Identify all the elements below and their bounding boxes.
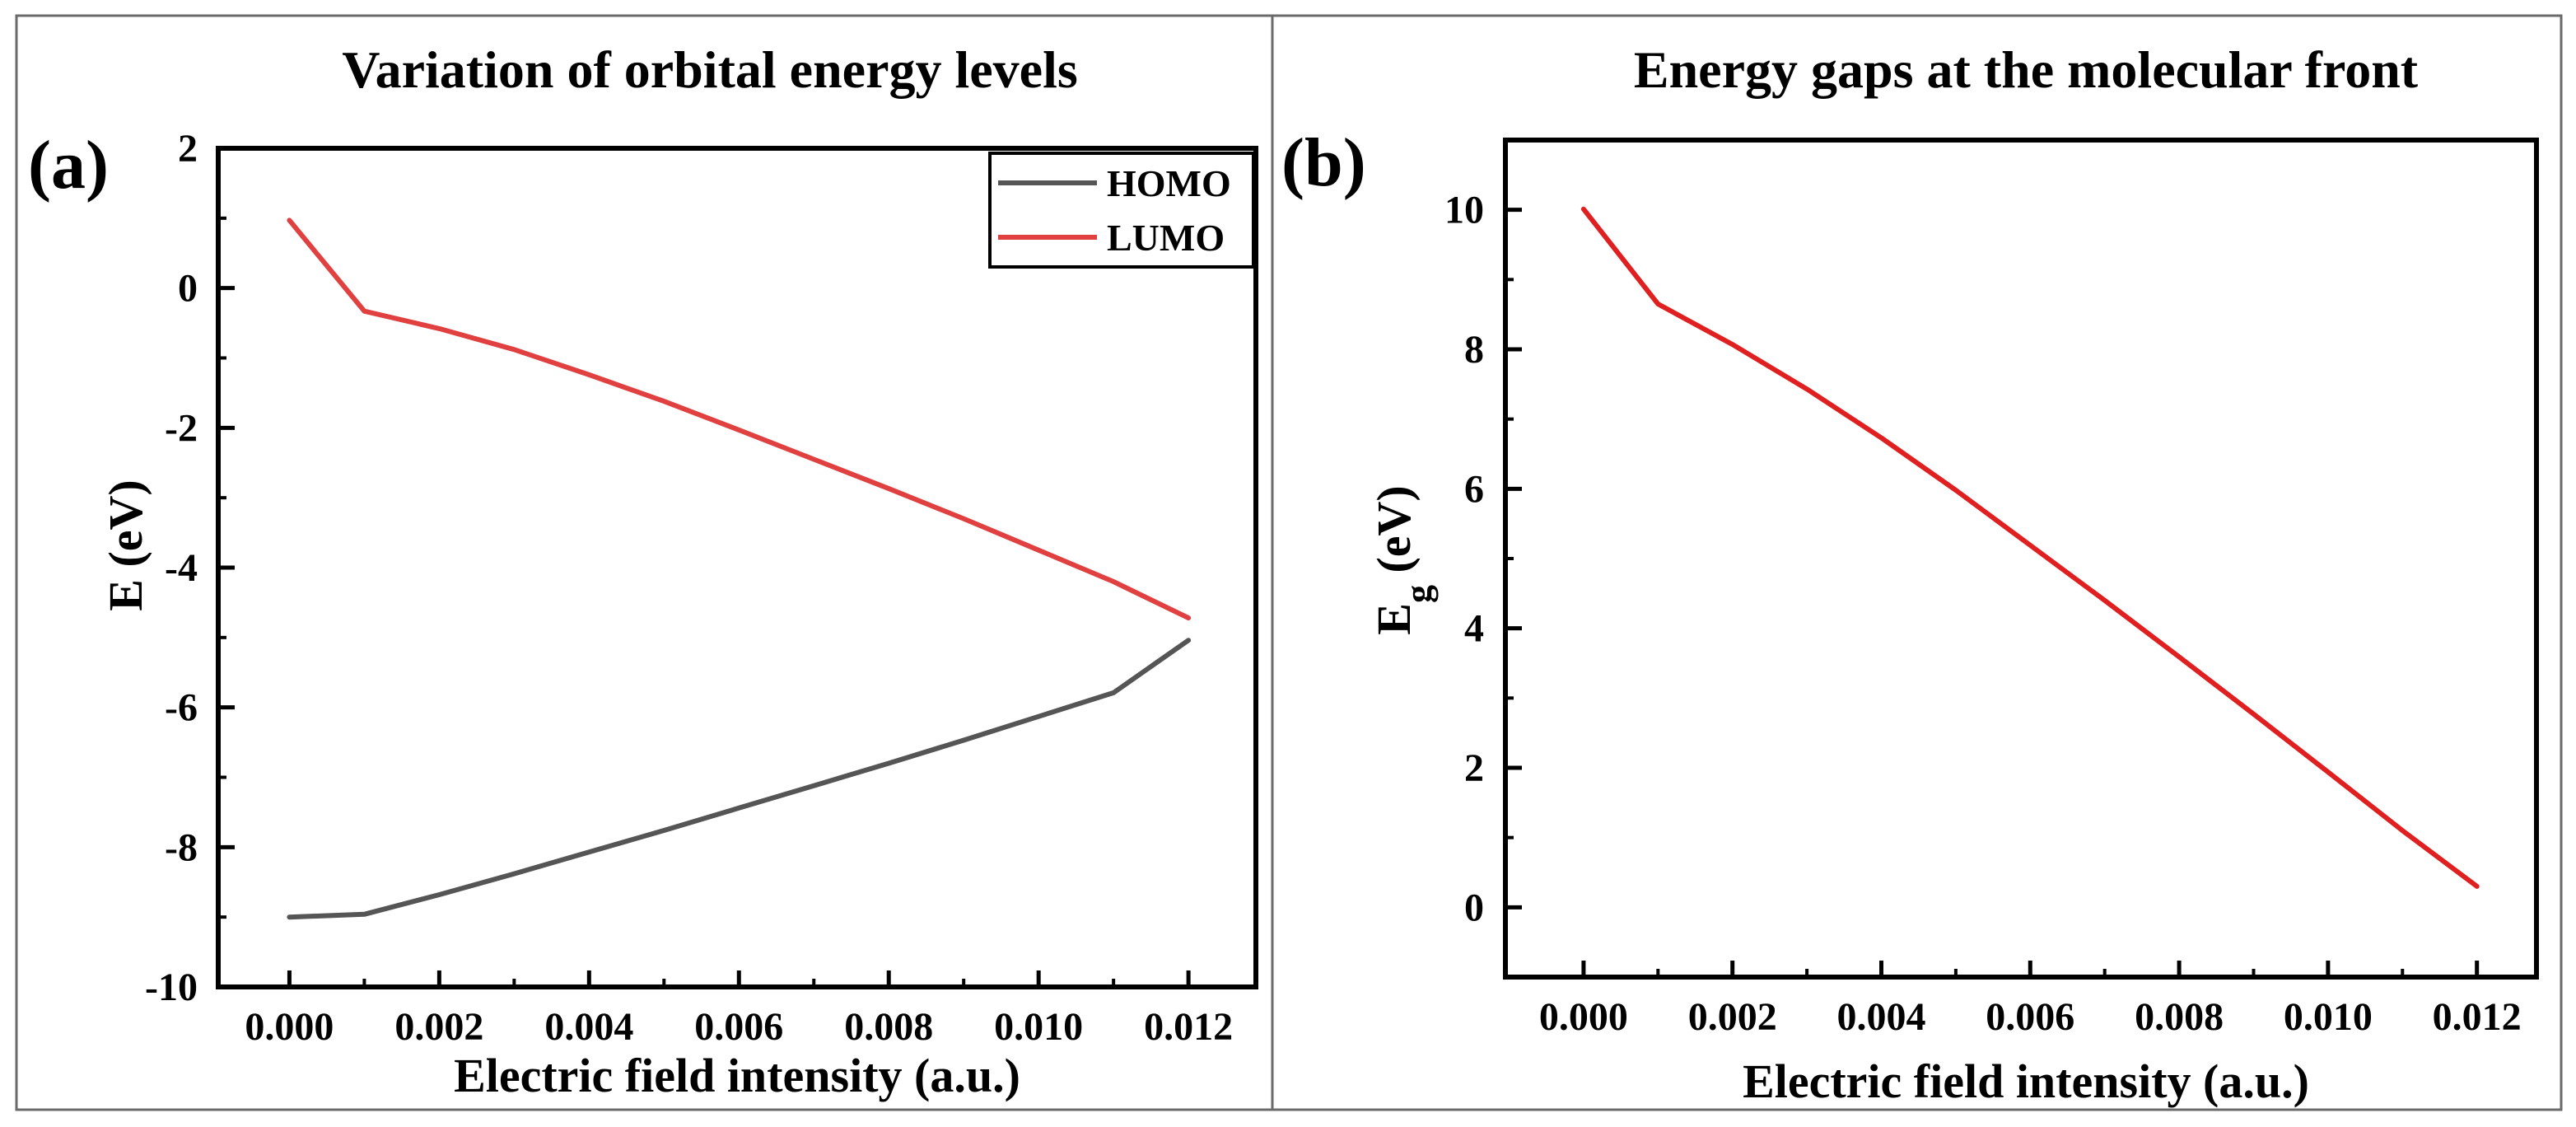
legend-box	[988, 152, 1255, 269]
x-tick-label: 0.006	[1986, 995, 2074, 1039]
panel-b-series	[1580, 206, 2480, 889]
y-tick-label: -8	[165, 825, 198, 869]
y-tick-label: -10	[145, 966, 198, 1009]
x-tick-label: 0.010	[2284, 995, 2373, 1039]
panel-a-y-axis-label: E (eV)	[99, 479, 152, 610]
x-tick-label: 0.008	[844, 1005, 933, 1049]
y-tick-label: 6	[1464, 467, 1484, 511]
panel-b: Energy gaps at the molecular front (b) 0…	[1281, 40, 2539, 1108]
panel-a-x-axis: 0.000 0.002 0.004 0.006 0.008 0.010 0.012	[245, 970, 1233, 1049]
panel-b-y-axis-label: Eg (eV)	[1367, 485, 1439, 634]
y-tick-label: 0	[1464, 886, 1484, 929]
panel-a-legend: HOMO LUMO	[988, 152, 1255, 269]
x-tick-label: 0.004	[1837, 995, 1926, 1039]
panel-b-frame	[1503, 138, 2539, 980]
y-tick-label: 2	[1464, 746, 1484, 790]
x-tick-label: 0.012	[2433, 995, 2522, 1039]
panel-a-title: Variation of orbital energy levels	[342, 40, 1078, 99]
panel-a: Variation of orbital energy levels (a) 0…	[28, 40, 1258, 1102]
figure-border	[15, 14, 2563, 1111]
series-line-lumo	[287, 217, 1192, 621]
y-tick-label: -2	[165, 406, 198, 450]
panel-a-series	[287, 217, 1192, 920]
y-tick-label: -4	[165, 546, 198, 590]
panel-a-x-axis-label: Electric field intensity (a.u.)	[454, 1049, 1020, 1102]
panel-b-title: Energy gaps at the molecular front	[1634, 40, 2419, 99]
y-tick-label: 4	[1464, 607, 1484, 651]
panel-b-x-axis: 0.000 0.002 0.004 0.006 0.008 0.010 0.012	[1539, 961, 2522, 1039]
panel-a-y-axis: -10 -8 -6 -4 -2 0 2	[145, 127, 235, 1009]
x-tick-label: 0.000	[1539, 995, 1628, 1039]
x-tick-label: 0.004	[544, 1005, 633, 1049]
x-tick-label: 0.008	[2135, 995, 2224, 1039]
x-tick-label: 0.002	[394, 1005, 483, 1049]
x-tick-label: 0.012	[1144, 1005, 1233, 1049]
panel-b-y-axis-label-symbol: E	[1367, 603, 1421, 635]
y-tick-label: 8	[1464, 328, 1484, 372]
x-tick-label: 0.000	[245, 1005, 334, 1049]
y-tick-label: 0	[178, 267, 198, 311]
panel-b-y-axis-label-unit: (eV)	[1367, 485, 1421, 585]
y-tick-label: 2	[178, 127, 198, 171]
y-tick-label: 10	[1444, 189, 1484, 232]
panel-b-label: (b)	[1281, 124, 1366, 201]
x-tick-label: 0.006	[694, 1005, 783, 1049]
legend-label-homo: HOMO	[1107, 162, 1231, 204]
panel-b-y-axis: 0 2 4 6 8 10	[1444, 189, 1522, 929]
series-line-eg	[1580, 206, 2480, 889]
panel-b-y-axis-label-subscript: g	[1398, 585, 1439, 603]
series-line-homo	[287, 638, 1192, 920]
panel-a-frame	[216, 146, 1258, 989]
panel-b-x-axis-label: Electric field intensity (a.u.)	[1743, 1055, 2309, 1108]
x-tick-label: 0.002	[1688, 995, 1777, 1039]
panel-a-label: (a)	[28, 127, 109, 203]
x-tick-label: 0.010	[994, 1005, 1083, 1049]
y-tick-label: -6	[165, 686, 198, 730]
legend-label-lumo: LUMO	[1107, 217, 1225, 259]
